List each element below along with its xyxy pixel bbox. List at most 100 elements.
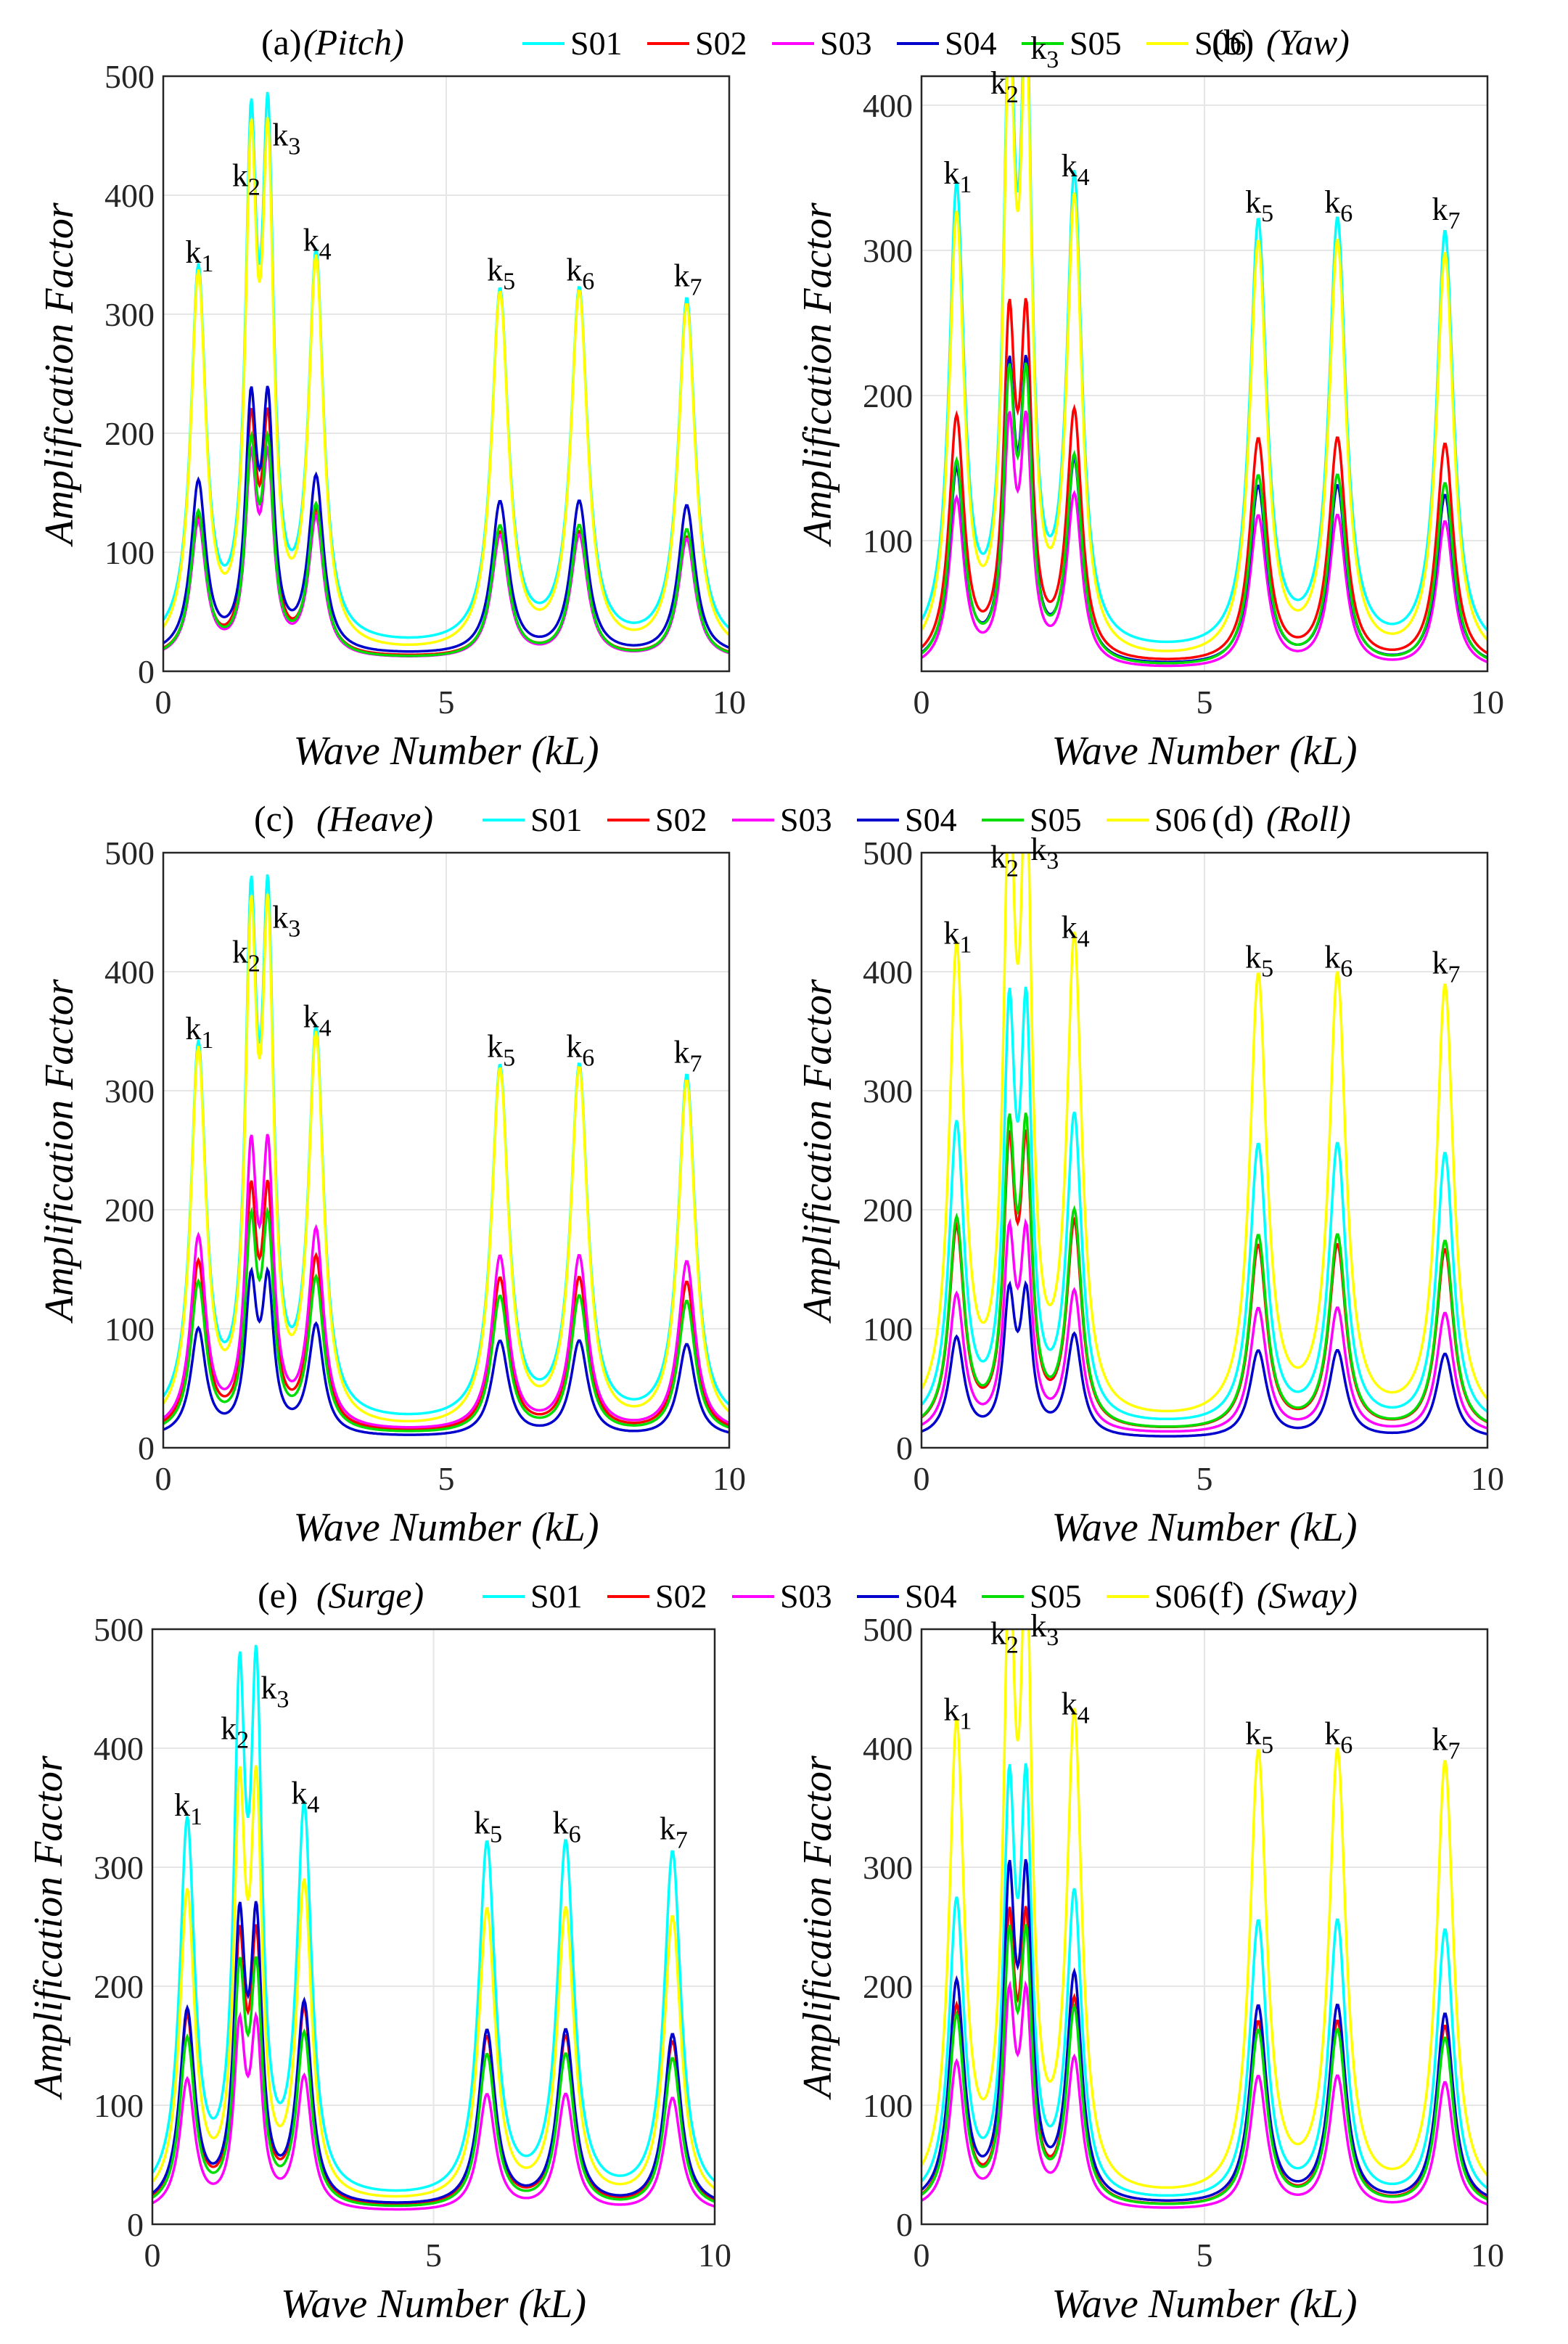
plot-box [920,1628,1489,2226]
peak-label-k7: k7 [1432,192,1461,234]
x-tick-label: 5 [438,684,455,721]
series-line-S05 [163,1206,729,1433]
panel-title: (Pitch) [303,22,404,62]
series-line-S04 [163,1266,729,1436]
y-tick-label: 200 [863,1968,913,2005]
peak-label-k4: k4 [1062,909,1090,952]
panel-label: (d) [1212,798,1254,839]
legend-label-S06: S06 [1194,25,1247,62]
series-line-S03 [921,410,1487,668]
y-axis-label: Amplification Factor [795,1755,840,2100]
y-tick-label: 0 [896,2206,913,2243]
series-line-S02 [163,1179,729,1431]
peak-label-k2: k2 [232,158,260,201]
y-axis-label: Amplification Factor [37,979,82,1324]
legend-label-S01: S01 [530,801,583,838]
peak-label-k7: k7 [1432,1722,1461,1765]
peak-label-k7: k7 [1432,946,1461,988]
series-group [163,91,729,657]
series-line-S05 [921,1924,1487,2205]
series-line-S04 [921,1280,1487,1438]
plot-box [920,75,1489,673]
series-group [921,1629,1487,2209]
series-line-S02 [921,298,1487,660]
y-tick-label: 200 [94,1968,144,2005]
panel-title: (Yaw) [1266,22,1350,62]
series-line-S03 [921,1980,1487,2209]
series-group [152,1644,715,2211]
y-axis-label: Amplification Factor [37,202,82,547]
y-tick-label: 200 [104,415,155,452]
y-tick-label: 100 [863,2087,913,2124]
series-line-S06 [163,117,729,647]
y-tick-label: 400 [863,954,913,991]
y-tick-label: 0 [127,2206,144,2243]
peak-label-k2: k2 [990,1615,1019,1658]
series-line-S04 [921,1859,1487,2202]
y-tick-label: 100 [94,2087,144,2124]
legend: S01 S02 S03 S04 S05 S06 [483,1578,1207,1615]
panel-title: (Surge) [316,1575,424,1615]
panel-label: (e) [258,1575,298,1615]
y-tick-label: 100 [863,1311,913,1348]
peak-label-k5: k5 [1245,939,1273,982]
x-axis-label: Wave Number (kL) [1052,1505,1358,1550]
panel-label: (f) [1208,1575,1244,1615]
peak-label-k1: k1 [943,916,972,959]
legend: S01 S02 S03 S04 S05 S06 [483,801,1207,838]
peak-label-k4: k4 [1062,1686,1090,1729]
x-tick-label: 10 [1471,1460,1504,1497]
x-axis-label: Wave Number (kL) [1052,2282,1358,2327]
panel-title: (Heave) [316,798,433,839]
legend-label-S01: S01 [530,1578,583,1615]
legend-label-S06: S06 [1154,801,1207,838]
legend-label-S02: S02 [655,1578,707,1615]
y-tick-label: 500 [863,1611,913,1648]
legend-label-S04: S04 [905,801,957,838]
x-tick-label: 0 [155,684,172,721]
peak-label-k2: k2 [990,65,1019,108]
x-tick-label: 0 [155,1460,172,1497]
x-tick-label: 5 [1196,684,1213,721]
y-axis-label: Amplification Factor [795,979,840,1324]
x-axis-label: Wave Number (kL) [1052,729,1358,774]
y-tick-label: 200 [863,1192,913,1229]
y-tick-label: 200 [863,377,913,414]
legend-label-S02: S02 [655,801,707,838]
series-line-S05 [921,362,1487,665]
y-tick-label: 500 [94,1611,144,1648]
peak-label-k4: k4 [291,1775,319,1818]
legend-label-S05: S05 [1030,801,1082,838]
y-axis-label: Amplification Factor [795,202,840,547]
series-group [921,853,1487,1438]
series-line-S04 [152,1901,715,2204]
panel-title: (Sway) [1257,1575,1358,1615]
y-tick-label: 500 [104,835,155,872]
legend-label-S05: S05 [1070,25,1122,62]
series-line-S03 [921,1218,1487,1433]
series-line-S03 [163,1134,729,1429]
panel-label: (b) [1212,22,1254,62]
y-tick-label: 400 [104,954,155,991]
y-tick-label: 100 [863,523,913,560]
y-tick-label: 400 [94,1730,144,1767]
y-tick-label: 0 [138,1430,155,1467]
legend-label-S04: S04 [905,1578,957,1615]
legend-label-S03: S03 [780,801,832,838]
legend-label-S03: S03 [820,25,872,62]
peak-label-k6: k6 [566,252,594,295]
panel-label: (a) [261,22,302,62]
legend-label-S03: S03 [780,1578,832,1615]
y-tick-label: 400 [863,87,913,124]
y-tick-label: 300 [863,232,913,269]
y-tick-label: 500 [863,835,913,872]
peak-label-k7: k7 [674,258,702,301]
series-line-S05 [921,1112,1487,1428]
peak-label-k7: k7 [674,1035,702,1078]
x-tick-label: 5 [438,1460,455,1497]
x-axis-label: Wave Number (kL) [281,2282,586,2327]
peak-label-k4: k4 [303,222,332,265]
